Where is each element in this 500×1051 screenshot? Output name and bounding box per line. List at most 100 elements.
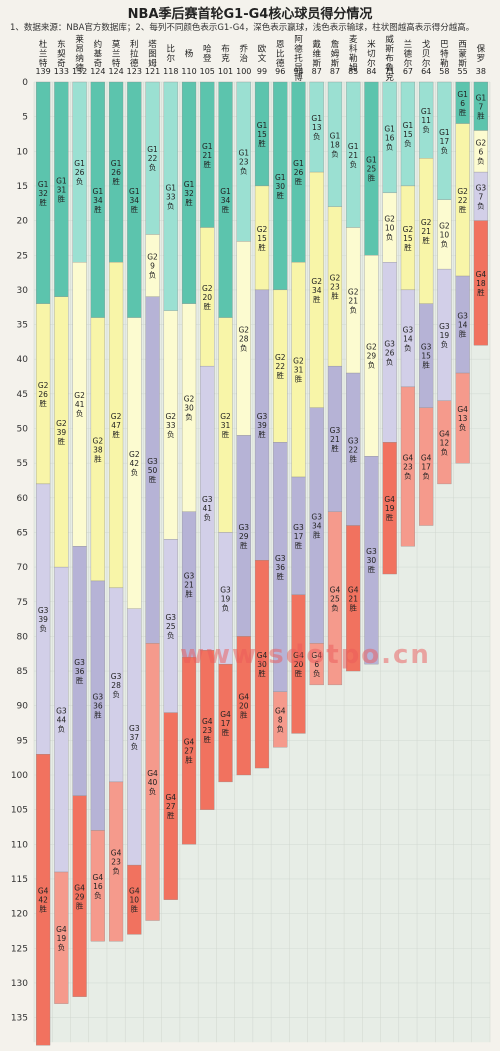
bar-data-label: G3 41 负 (202, 495, 213, 522)
bar-data-label: G2 31 胜 (293, 357, 304, 384)
bar-data-label: G4 21 胜 (348, 585, 359, 612)
bar-data-label: G1 26 胜 (293, 159, 304, 186)
y-tick-label: 5 (22, 113, 28, 123)
bar-data-label: G1 13 负 (311, 114, 322, 141)
bar-data-label: G1 32 胜 (38, 180, 49, 207)
y-tick-label: 45 (17, 390, 28, 400)
bar-data-label: G2 26 胜 (38, 381, 49, 408)
bar-data-label: G2 28 负 (238, 325, 249, 352)
bar-data-label: G2 22 胜 (457, 187, 468, 214)
player-name: 詹姆斯 (331, 39, 340, 69)
bar-segment-g4 (400, 386, 416, 547)
bar-data-label: G4 18 胜 (476, 270, 487, 297)
bar-data-label: G2 10 负 (384, 215, 395, 242)
bar-segment-g4 (419, 407, 434, 526)
bar-segment-g4 (236, 636, 251, 776)
bar-data-label: G4 8 负 (275, 707, 286, 734)
bar-data-label: G1 11 负 (421, 107, 432, 134)
player-name: 莱昂纳德 (75, 34, 84, 74)
player-total: 118 (163, 67, 178, 76)
player-total: 101 (218, 67, 233, 76)
bar-data-label: G2 41 负 (74, 391, 85, 418)
chart-note: 1、数据来源：NBA官方数据库；2、每列不同颜色表示G1-G4，深色表示赢球，浅… (10, 23, 475, 33)
y-tick-label: 55 (17, 459, 28, 469)
bar-data-label: G1 7 胜 (476, 93, 487, 120)
bar-data-label: G3 39 负 (38, 606, 49, 633)
y-tick-label: 30 (17, 286, 29, 296)
bar-data-label: G4 23 负 (403, 454, 414, 481)
bar-data-label: G2 9 负 (147, 253, 158, 280)
bar-segment-g4 (181, 657, 197, 845)
player-total: 85 (348, 67, 358, 76)
bar-data-label: G2 20 胜 (202, 284, 213, 311)
y-tick-label: 25 (17, 251, 28, 261)
bar-data-label: G1 26 胜 (111, 159, 122, 186)
bar-data-label: G4 40 负 (147, 769, 158, 796)
player-name: 塔图姆 (148, 39, 157, 69)
bar-data-label: G1 32 胜 (184, 180, 195, 207)
chart-title: NBA季后赛首轮G1-G4核心球员得分情况 (127, 7, 373, 22)
bar-data-label: G3 34 胜 (311, 513, 322, 540)
bar-data-label: G2 23 胜 (330, 273, 341, 300)
player-total: 124 (90, 67, 105, 76)
bar-data-label: G2 38 胜 (93, 436, 104, 463)
bar-data-label: G1 15 负 (403, 121, 414, 148)
bar-data-label: G2 34 胜 (311, 277, 322, 304)
player-total: 87 (330, 67, 340, 76)
bar-data-label: G2 29 负 (366, 343, 377, 370)
bar-segment-g4 (309, 643, 324, 686)
player-total: 123 (127, 67, 142, 76)
bar-data-label: G3 25 负 (166, 613, 177, 640)
bar-segment-g4 (291, 594, 306, 734)
bar-segment-g4 (273, 691, 288, 748)
player-name: 东契奇 (57, 39, 66, 69)
bar-data-label: G1 26 负 (74, 159, 85, 186)
bar-segment-g4 (108, 781, 124, 942)
bar-data-label: G1 34 胜 (129, 187, 140, 214)
player-total: 87 (312, 67, 322, 76)
player-name: 莫兰特 (112, 39, 121, 69)
bar-data-label: G3 26 负 (384, 339, 395, 366)
y-tick-label: 95 (17, 736, 28, 746)
bar-data-label: G2 10 负 (439, 221, 450, 248)
bar-data-label: G1 22 负 (147, 145, 158, 172)
player-name: 杜兰特 (39, 39, 48, 69)
bar-data-label: G3 15 胜 (421, 343, 432, 370)
bar-data-label: G2 15 胜 (257, 225, 268, 252)
bar-data-label: G3 14 胜 (457, 312, 468, 339)
player-total: 99 (257, 67, 267, 76)
y-tick-label: 85 (17, 667, 28, 677)
bar-data-label: G2 22 胜 (275, 353, 286, 380)
player-name: 西蒙斯 (458, 40, 467, 69)
bar-segment-g4 (54, 871, 69, 1004)
y-tick-label: 100 (11, 771, 28, 781)
player-total: 110 (181, 67, 196, 76)
bar-data-label: G2 6 负 (476, 138, 487, 165)
bar-data-label: G2 42 负 (129, 450, 140, 477)
y-tick-label: 125 (11, 944, 28, 954)
bar-data-label: G4 23 胜 (202, 717, 213, 744)
player-total: 96 (275, 67, 285, 76)
bar-data-label: G3 21 胜 (184, 571, 195, 598)
player-name: 利拉德 (130, 39, 139, 69)
bar-data-label: G4 19 胜 (384, 495, 395, 522)
player-total: 132 (72, 67, 87, 76)
player-name: 保罗 (477, 44, 486, 65)
player-total: 133 (54, 67, 69, 76)
player-total: 64 (421, 67, 431, 76)
player-name: 布克 (221, 44, 230, 65)
bar-data-label: G1 30 胜 (275, 173, 286, 200)
y-tick-label: 0 (22, 78, 28, 88)
player-total: 55 (458, 67, 468, 76)
bar-data-label: G3 14 负 (403, 325, 414, 352)
bar-data-label: G4 17 胜 (220, 710, 231, 737)
bar-data-label: G1 6 胜 (457, 90, 468, 117)
bar-data-label: G3 30 胜 (366, 547, 377, 574)
bar-data-label: G1 21 胜 (202, 142, 213, 169)
y-tick-label: 50 (17, 425, 29, 435)
bar-segment-g4 (127, 864, 142, 935)
player-name: 约基奇 (94, 39, 103, 69)
bar-data-label: G4 27 胜 (184, 738, 195, 765)
